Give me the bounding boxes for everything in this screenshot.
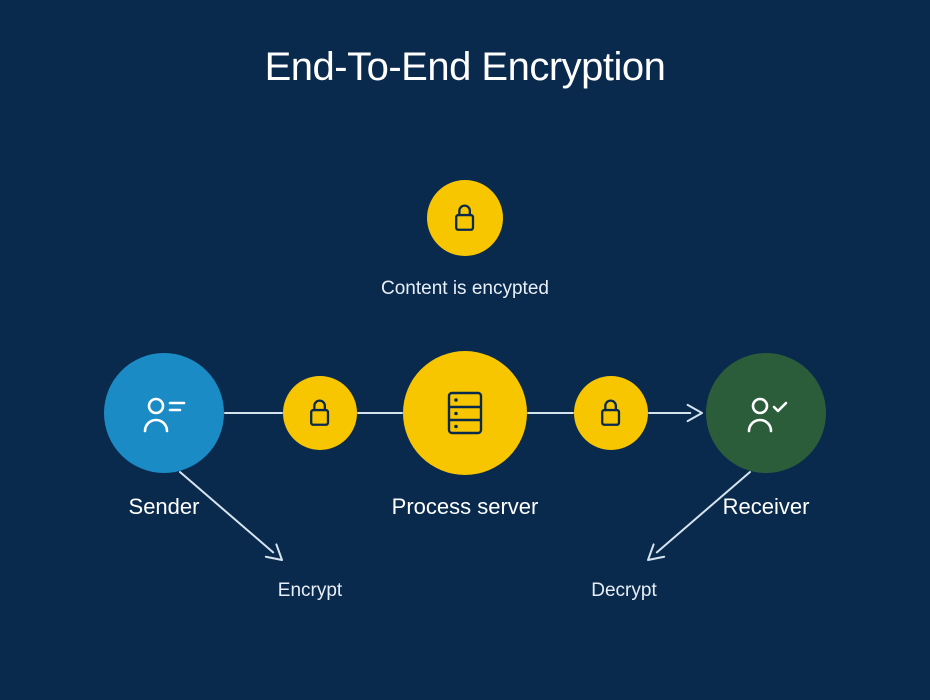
lock-icon xyxy=(452,202,477,234)
label-sender: Sender xyxy=(14,494,314,520)
label-receiver: Receiver xyxy=(616,494,916,520)
label-content-encrypted: Content is encypted xyxy=(315,278,615,300)
server-icon xyxy=(445,390,485,436)
node-lock-left xyxy=(283,376,357,450)
label-process-server: Process server xyxy=(315,494,615,520)
label-decrypt: Decrypt xyxy=(474,580,774,602)
user-lines-icon xyxy=(140,393,188,433)
node-sender xyxy=(104,353,224,473)
diagram-canvas: End-To-End Encryption xyxy=(0,0,930,700)
connector-receiver-to-decrypt xyxy=(0,0,930,700)
lock-icon xyxy=(307,397,332,429)
label-encrypt: Encrypt xyxy=(160,580,460,602)
node-receiver xyxy=(706,353,826,473)
node-content-encrypted-lock xyxy=(427,180,503,256)
node-lock-right xyxy=(574,376,648,450)
lock-icon xyxy=(598,397,623,429)
node-process-server xyxy=(403,351,527,475)
user-check-icon xyxy=(742,393,790,433)
